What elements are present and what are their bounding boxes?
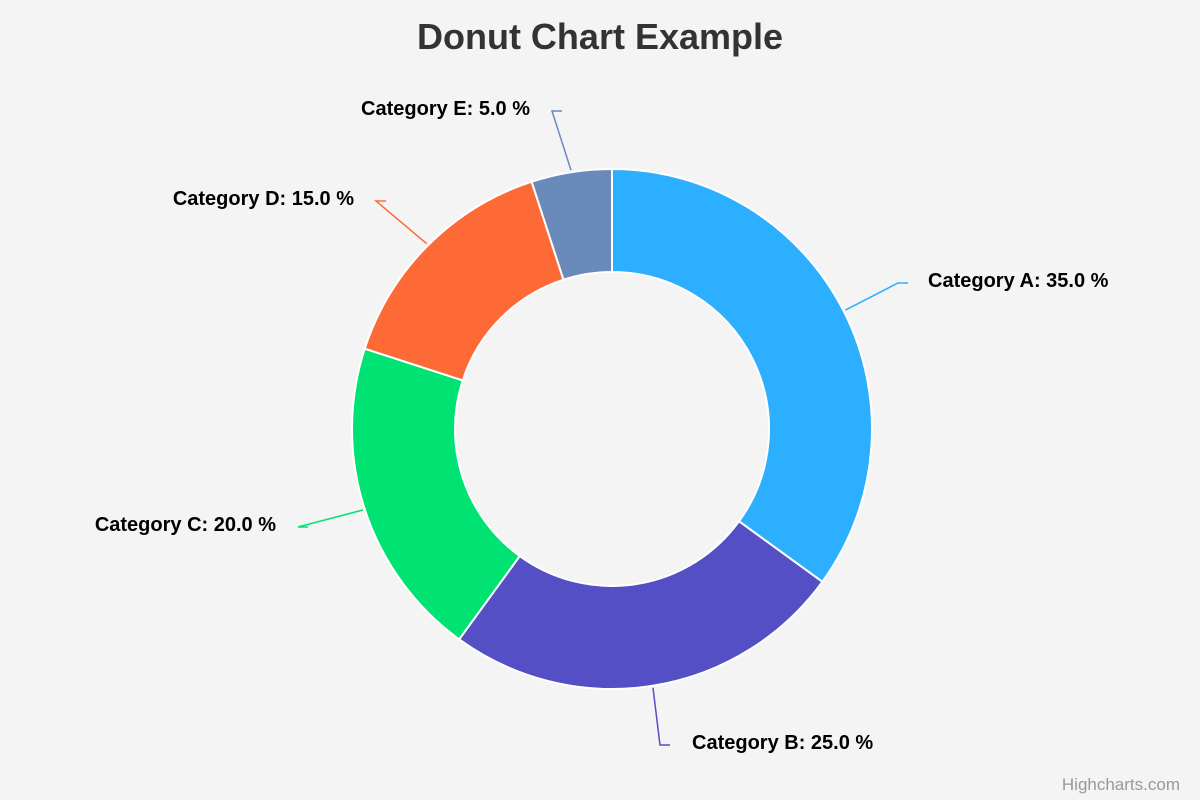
connector-category-b <box>652 687 670 746</box>
data-label-category-c: Category C: 20.0 % <box>95 514 276 536</box>
data-label-category-d: Category D: 15.0 % <box>173 188 354 210</box>
connector-category-c <box>297 509 364 528</box>
connectors-layer <box>297 110 908 746</box>
data-label-category-b: Category B: 25.0 % <box>692 732 873 754</box>
donut-slice-category-c[interactable] <box>351 347 521 641</box>
donut-slice-category-e[interactable] <box>530 168 613 281</box>
donut-slice-category-b[interactable] <box>458 520 824 690</box>
credits-link[interactable]: Highcharts.com <box>1062 775 1180 794</box>
connector-category-d <box>373 200 428 245</box>
labels-layer: Category A: 35.0 % Category B: 25.0 % Cate… <box>95 98 1109 754</box>
connector-category-a <box>845 282 908 311</box>
chart-title: Donut Chart Example <box>417 16 783 57</box>
connector-category-e <box>550 110 572 171</box>
donut-slice-category-a[interactable] <box>611 168 873 583</box>
data-label-category-a: Category A: 35.0 % <box>928 270 1109 292</box>
donut-slice-category-d[interactable] <box>363 180 565 382</box>
slices-layer <box>351 168 873 690</box>
data-label-category-e: Category E: 5.0 % <box>361 98 530 120</box>
